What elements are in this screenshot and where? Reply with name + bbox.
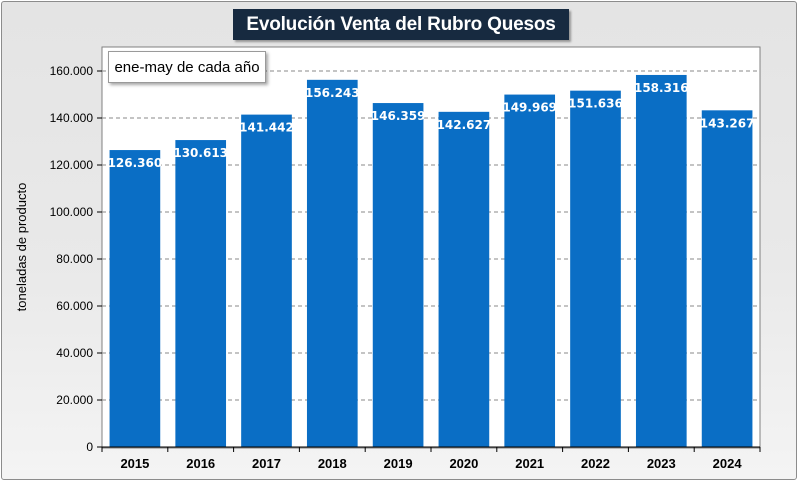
bar-2015 [110, 150, 161, 447]
x-tick-label: 2018 [318, 456, 347, 471]
bar-2024 [702, 110, 753, 447]
bar-2018 [307, 80, 358, 447]
data-label: 142.627 [437, 118, 492, 132]
y-tick-label: 120.000 [50, 158, 94, 172]
x-tick-label: 2020 [449, 456, 478, 471]
x-axis-ticks: 2015 2016 2017 2018 2019 2020 2021 2022 2023 2024 [102, 447, 760, 471]
data-label: 141.442 [239, 121, 294, 135]
x-tick-label: 2021 [515, 456, 544, 471]
bar-2017 [241, 115, 292, 447]
data-label: 143.267 [700, 116, 755, 130]
subtitle-box: ene-may de cada año [108, 51, 266, 83]
chart-title-box: Evolución Venta del Rubro Quesos [233, 9, 569, 40]
y-tick-label: 60.000 [56, 299, 93, 313]
y-tick-label: 40.000 [56, 346, 93, 360]
bar-2021 [504, 95, 555, 447]
y-tick-label: 0 [86, 440, 93, 454]
x-tick-label: 2023 [647, 456, 676, 471]
data-label: 158.316 [634, 81, 689, 95]
data-label: 126.360 [108, 156, 163, 170]
y-tick-label: 80.000 [56, 252, 93, 266]
y-axis-label: toneladas de producto [14, 183, 29, 312]
bar-2020 [439, 112, 490, 447]
data-label: 149.969 [502, 101, 557, 115]
bar-2023 [636, 75, 687, 447]
data-label: 146.359 [371, 109, 426, 123]
chart-title: Evolución Venta del Rubro Quesos [246, 14, 555, 36]
bar-2016 [175, 140, 226, 447]
y-tick-label: 140.000 [50, 111, 94, 125]
data-label: 130.613 [173, 146, 228, 160]
y-tick-label: 20.000 [56, 393, 93, 407]
x-tick-label: 2015 [120, 456, 149, 471]
bar-2022 [570, 91, 621, 447]
data-label: 151.636 [568, 97, 623, 111]
bar-2019 [373, 103, 424, 447]
chart-subtitle: ene-may de cada año [114, 59, 259, 76]
x-tick-label: 2016 [186, 456, 215, 471]
x-tick-label: 2022 [581, 456, 610, 471]
y-axis-ticks: 0 20.000 40.000 60.000 80.000 100.000 120.000 1… [50, 64, 102, 454]
data-label: 156.243 [305, 86, 360, 100]
y-tick-label: 160.000 [50, 64, 94, 78]
x-tick-label: 2024 [713, 456, 743, 471]
y-tick-label: 100.000 [50, 205, 94, 219]
x-tick-label: 2019 [384, 456, 413, 471]
x-tick-label: 2017 [252, 456, 281, 471]
